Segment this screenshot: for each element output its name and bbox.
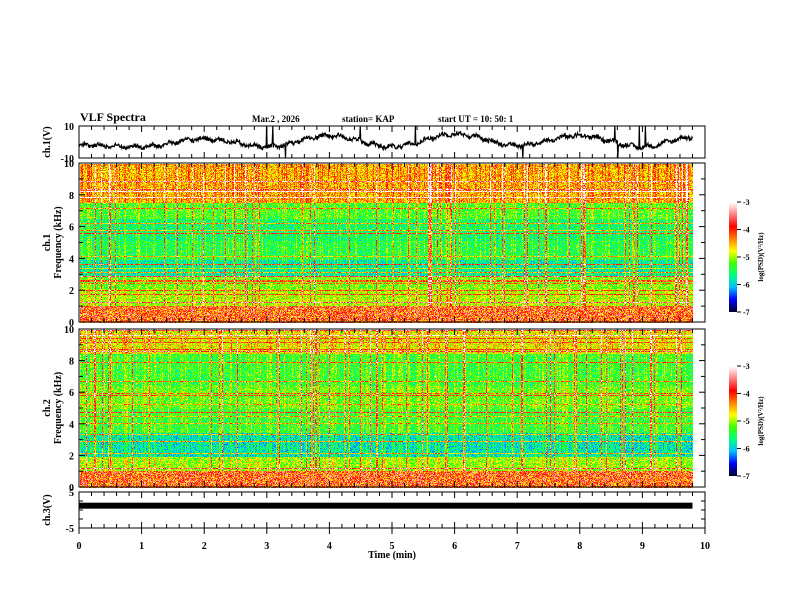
colorbar-tick-label: -7 (743, 472, 750, 481)
y-tick-label: 2 (69, 451, 74, 462)
y-tick-label: 6 (69, 388, 74, 399)
y-axis-label: ch.1(V) (42, 126, 53, 157)
ch3-waveform-line (79, 502, 693, 509)
colorbar-tick-label: -4 (743, 226, 750, 235)
ch2-spectrogram (80, 330, 694, 488)
x-axis-label: Time (min) (368, 550, 416, 561)
y-tick-label: 10 (64, 159, 74, 170)
date-label: Mar.2 , 2026 (252, 114, 300, 124)
ch1-colorbar (729, 202, 737, 312)
panel-frame-3 (78, 328, 706, 488)
y-tick-label: 4 (69, 420, 74, 431)
colorbar-label: log(PSD)(V²/Hz) (757, 396, 765, 446)
ch1-spectrogram (80, 164, 694, 323)
colorbar-tick-label: -6 (743, 281, 750, 290)
colorbar-tick-label: -5 (743, 253, 750, 262)
colorbar-tick-label: -7 (743, 308, 750, 317)
x-tick-label: 8 (577, 541, 582, 552)
colorbar-tick-label: -3 (743, 362, 750, 371)
channel-label: ch.1 (42, 234, 53, 252)
start-time-label: start UT = 10: 50: 1 (438, 114, 514, 124)
station-label: station= KAP (342, 114, 395, 124)
x-tick-label: 0 (77, 541, 82, 552)
x-tick-label: 7 (515, 541, 520, 552)
ch1-waveform-line (78, 125, 694, 159)
y-tick-label: 6 (69, 223, 74, 234)
y-tick-label: 10 (64, 325, 74, 336)
colorbar-label: log(PSD)(V²/Hz) (757, 232, 765, 282)
colorbar-tick-label: -6 (743, 445, 750, 454)
x-tick-label: 9 (640, 541, 645, 552)
y-axis-label: Frequency (kHz) (53, 372, 64, 444)
colorbar-tick-label: -5 (743, 417, 750, 426)
x-tick-label: 4 (327, 541, 332, 552)
y-tick-label: -10 (61, 154, 74, 165)
x-tick-label: 6 (452, 541, 457, 552)
y-axis-label: ch.3(V) (42, 494, 53, 525)
y-tick-label: 2 (69, 286, 74, 297)
y-tick-label: 8 (69, 357, 74, 368)
y-tick-label: 0 (69, 318, 74, 329)
chart-title: VLF Spectra (80, 110, 146, 124)
y-tick-label: 0 (69, 483, 74, 494)
x-tick-label: 2 (202, 541, 207, 552)
y-axis-label: Frequency (kHz) (53, 206, 64, 278)
y-tick-label: -5 (66, 524, 74, 535)
x-tick-label: 5 (390, 541, 395, 552)
y-tick-label: 4 (69, 254, 74, 265)
y-tick-label: 10 (64, 122, 74, 133)
y-tick-label: 5 (69, 488, 74, 499)
panel-frame-2 (78, 162, 706, 323)
colorbar-tick-label: -3 (743, 198, 750, 207)
y-tick-label: 8 (69, 191, 74, 202)
ch2-colorbar (729, 366, 737, 476)
channel-label: ch.2 (42, 399, 53, 417)
x-tick-label: 1 (139, 541, 144, 552)
colorbar-tick-label: -4 (743, 390, 750, 399)
x-tick-label: 10 (700, 541, 710, 552)
x-tick-label: 3 (264, 541, 269, 552)
